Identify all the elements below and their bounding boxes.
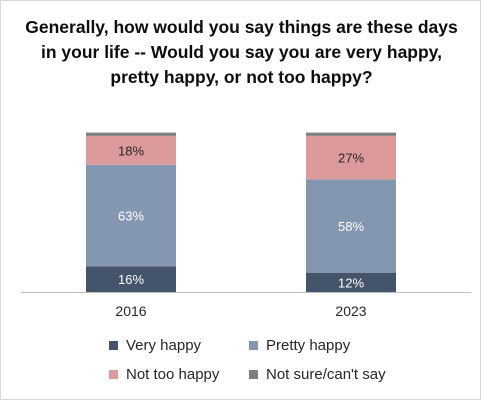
x-tick-label-2023: 2023 [335, 303, 366, 319]
data-label-2023-0: 12% [338, 275, 364, 290]
legend-item-pretty-happy: Pretty happy [249, 337, 409, 354]
data-label-2016-1: 63% [118, 209, 144, 224]
legend-label-not-sure: Not sure/can't say [266, 366, 386, 383]
bar-segment-2023-1 [306, 179, 396, 273]
bar-segment-2016-3 [86, 132, 176, 136]
bar-segment-2023-3 [306, 132, 396, 136]
bar-segment-2023-0 [306, 272, 396, 292]
x-tick-label-2016: 2016 [115, 303, 146, 319]
legend-swatch-pretty-happy [249, 341, 258, 350]
legend-swatch-not-sure [249, 370, 258, 379]
data-label-2023-2: 27% [338, 151, 364, 166]
legend-item-not-too-happy: Not too happy [109, 366, 249, 383]
legend-item-very-happy: Very happy [109, 337, 249, 354]
bar-segment-2016-0 [86, 266, 176, 292]
bar-segment-2023-2 [306, 135, 396, 180]
legend-swatch-not-too-happy [109, 370, 118, 379]
data-label-2016-2: 18% [118, 143, 144, 158]
data-label-2023-1: 58% [338, 219, 364, 234]
legend-label-pretty-happy: Pretty happy [266, 337, 351, 354]
chart-legend: Very happy Pretty happy Not too happy No… [109, 337, 439, 383]
legend-swatch-very-happy [109, 341, 118, 350]
legend-label-very-happy: Very happy [126, 337, 202, 354]
legend-item-not-sure: Not sure/can't say [249, 366, 409, 383]
legend-label-not-too-happy: Not too happy [126, 366, 220, 383]
bar-segment-2016-2 [86, 135, 176, 165]
data-label-2016-0: 16% [118, 272, 144, 287]
chart-title: Generally, how would you say things are … [25, 17, 458, 87]
bar-segment-2016-1 [86, 164, 176, 267]
